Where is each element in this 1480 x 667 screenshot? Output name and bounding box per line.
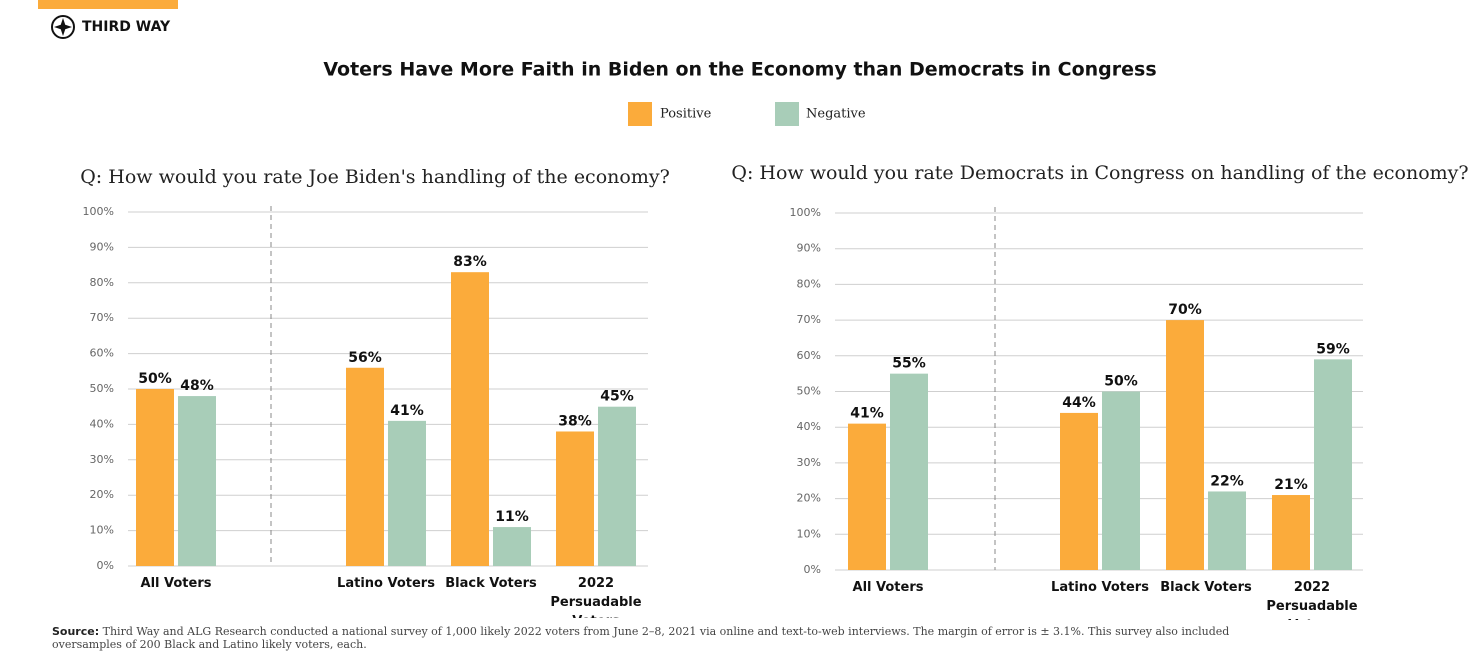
- y-tick-label: 0%: [97, 559, 114, 572]
- bar: [1208, 491, 1246, 570]
- y-tick-label: 60%: [90, 347, 114, 360]
- value-label: 41%: [850, 406, 884, 422]
- value-label: 41%: [390, 403, 424, 419]
- page-title: Voters Have More Faith in Biden on the E…: [323, 59, 1156, 81]
- value-label: 59%: [1316, 341, 1350, 357]
- y-tick-label: 40%: [797, 420, 821, 433]
- x-tick-label: Latino Voters: [337, 576, 435, 591]
- y-tick-label: 100%: [83, 205, 114, 218]
- bar: [1314, 359, 1352, 570]
- bar: [1102, 391, 1140, 570]
- value-label: 48%: [180, 378, 214, 394]
- source-text: Third Way and ALG Research conducted a n…: [52, 625, 1230, 651]
- x-tick-label-box: Black Voters: [445, 576, 537, 591]
- value-label: 38%: [558, 413, 592, 429]
- bar: [346, 367, 384, 566]
- value-label: 70%: [1168, 302, 1202, 318]
- y-tick-label: 10%: [797, 527, 821, 540]
- value-label: 55%: [892, 356, 926, 372]
- x-tick-label-box: Latino Voters: [1051, 580, 1149, 595]
- chart: THIRD WAY Voters Have More Faith in Bide…: [38, 0, 1469, 620]
- x-tick-label: Black Voters: [445, 576, 537, 591]
- legend-swatch: [775, 102, 799, 126]
- chart-title: Q: How would you rate Joe Biden's handli…: [80, 166, 670, 188]
- bar: [1166, 320, 1204, 570]
- x-tick-label-box: Black Voters: [1160, 580, 1252, 595]
- x-tick-label-box: All Voters: [140, 576, 212, 591]
- bar: [556, 431, 594, 566]
- value-label: 44%: [1062, 395, 1096, 411]
- y-tick-label: 20%: [90, 488, 114, 501]
- y-tick-label: 60%: [797, 349, 821, 362]
- bar: [451, 272, 489, 566]
- y-tick-label: 70%: [797, 313, 821, 326]
- x-tick-label-box: Latino Voters: [337, 576, 435, 591]
- y-tick-label: 10%: [90, 524, 114, 537]
- y-tick-label: 40%: [90, 417, 114, 430]
- y-tick-label: 20%: [797, 492, 821, 505]
- bar: [136, 389, 174, 566]
- bar: [890, 373, 928, 570]
- legend-label: Positive: [660, 107, 712, 122]
- brand-logo: [51, 15, 75, 39]
- bar: [388, 420, 426, 566]
- bar: [178, 396, 216, 566]
- y-tick-label: 90%: [797, 242, 821, 255]
- y-tick-label: 80%: [90, 276, 114, 289]
- value-label: 22%: [1210, 473, 1244, 489]
- bar: [493, 527, 531, 566]
- y-tick-label: 0%: [804, 563, 821, 576]
- x-tick-label: Latino Voters: [1051, 580, 1149, 595]
- y-tick-label: 90%: [90, 240, 114, 253]
- x-tick-label: All Voters: [140, 576, 212, 591]
- y-tick-label: 50%: [797, 385, 821, 398]
- value-label: 56%: [348, 350, 382, 366]
- y-tick-label: 100%: [790, 206, 821, 219]
- x-tick-label: 2022 Persuadable Voters: [550, 576, 642, 618]
- source-label: Source:: [52, 625, 100, 638]
- x-tick-label: Black Voters: [1160, 580, 1252, 595]
- brand-name: THIRD WAY: [82, 19, 171, 35]
- y-tick-label: 30%: [90, 453, 114, 466]
- x-tick-label-box: 2022 Persuadable Voters: [550, 576, 642, 618]
- x-tick-label: 2022 Persuadable Voters: [1266, 580, 1358, 620]
- value-label: 50%: [1104, 374, 1138, 390]
- x-tick-label-box: 2022 Persuadable Voters: [1266, 580, 1358, 620]
- y-tick-label: 30%: [797, 456, 821, 469]
- y-tick-label: 80%: [797, 277, 821, 290]
- value-label: 11%: [495, 509, 529, 525]
- legend-swatch: [628, 102, 652, 126]
- value-label: 45%: [600, 389, 634, 405]
- x-tick-label: All Voters: [852, 580, 924, 595]
- brand-bar: [38, 0, 178, 9]
- value-label: 50%: [138, 371, 172, 387]
- value-label: 83%: [453, 254, 487, 270]
- chart-title: Q: How would you rate Democrats in Congr…: [731, 162, 1468, 184]
- bar: [1272, 495, 1310, 570]
- y-tick-label: 50%: [90, 382, 114, 395]
- source-note: Source: Third Way and ALG Research condu…: [52, 625, 1292, 651]
- value-label: 21%: [1274, 477, 1308, 493]
- y-tick-label: 70%: [90, 311, 114, 324]
- bar: [1060, 412, 1098, 570]
- bar: [848, 423, 886, 570]
- legend-label: Negative: [806, 107, 866, 122]
- x-tick-label-box: All Voters: [852, 580, 924, 595]
- bar: [598, 406, 636, 566]
